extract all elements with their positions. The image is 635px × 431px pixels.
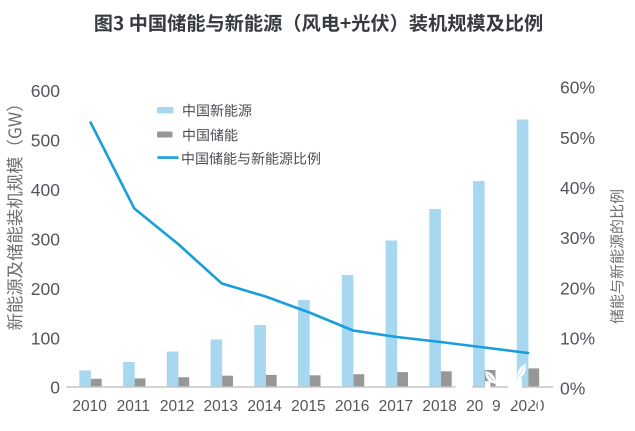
svg-text:100: 100 bbox=[31, 328, 60, 348]
svg-text:2018: 2018 bbox=[422, 398, 456, 415]
svg-text:400: 400 bbox=[31, 180, 60, 200]
svg-text:20%: 20% bbox=[560, 278, 595, 298]
svg-text:2011: 2011 bbox=[117, 398, 150, 415]
svg-text:2015: 2015 bbox=[291, 398, 325, 415]
svg-text:2012: 2012 bbox=[160, 398, 194, 415]
svg-text:2010: 2010 bbox=[72, 398, 107, 415]
svg-text:10%: 10% bbox=[560, 328, 595, 348]
svg-text:2017: 2017 bbox=[379, 398, 413, 415]
svg-text:0: 0 bbox=[50, 378, 60, 398]
svg-text:2014: 2014 bbox=[247, 398, 282, 415]
svg-text:50%: 50% bbox=[560, 128, 595, 148]
svg-text:0%: 0% bbox=[560, 379, 585, 399]
svg-text:2020: 2020 bbox=[510, 398, 545, 415]
svg-text:30%: 30% bbox=[560, 228, 595, 248]
svg-text:200: 200 bbox=[31, 279, 60, 299]
svg-text:2016: 2016 bbox=[335, 398, 369, 415]
svg-text:600: 600 bbox=[31, 81, 60, 101]
svg-text:40%: 40% bbox=[560, 178, 595, 198]
svg-text:300: 300 bbox=[31, 229, 60, 249]
svg-text:500: 500 bbox=[31, 131, 60, 151]
svg-text:60%: 60% bbox=[560, 78, 595, 98]
svg-text:2013: 2013 bbox=[204, 398, 238, 415]
